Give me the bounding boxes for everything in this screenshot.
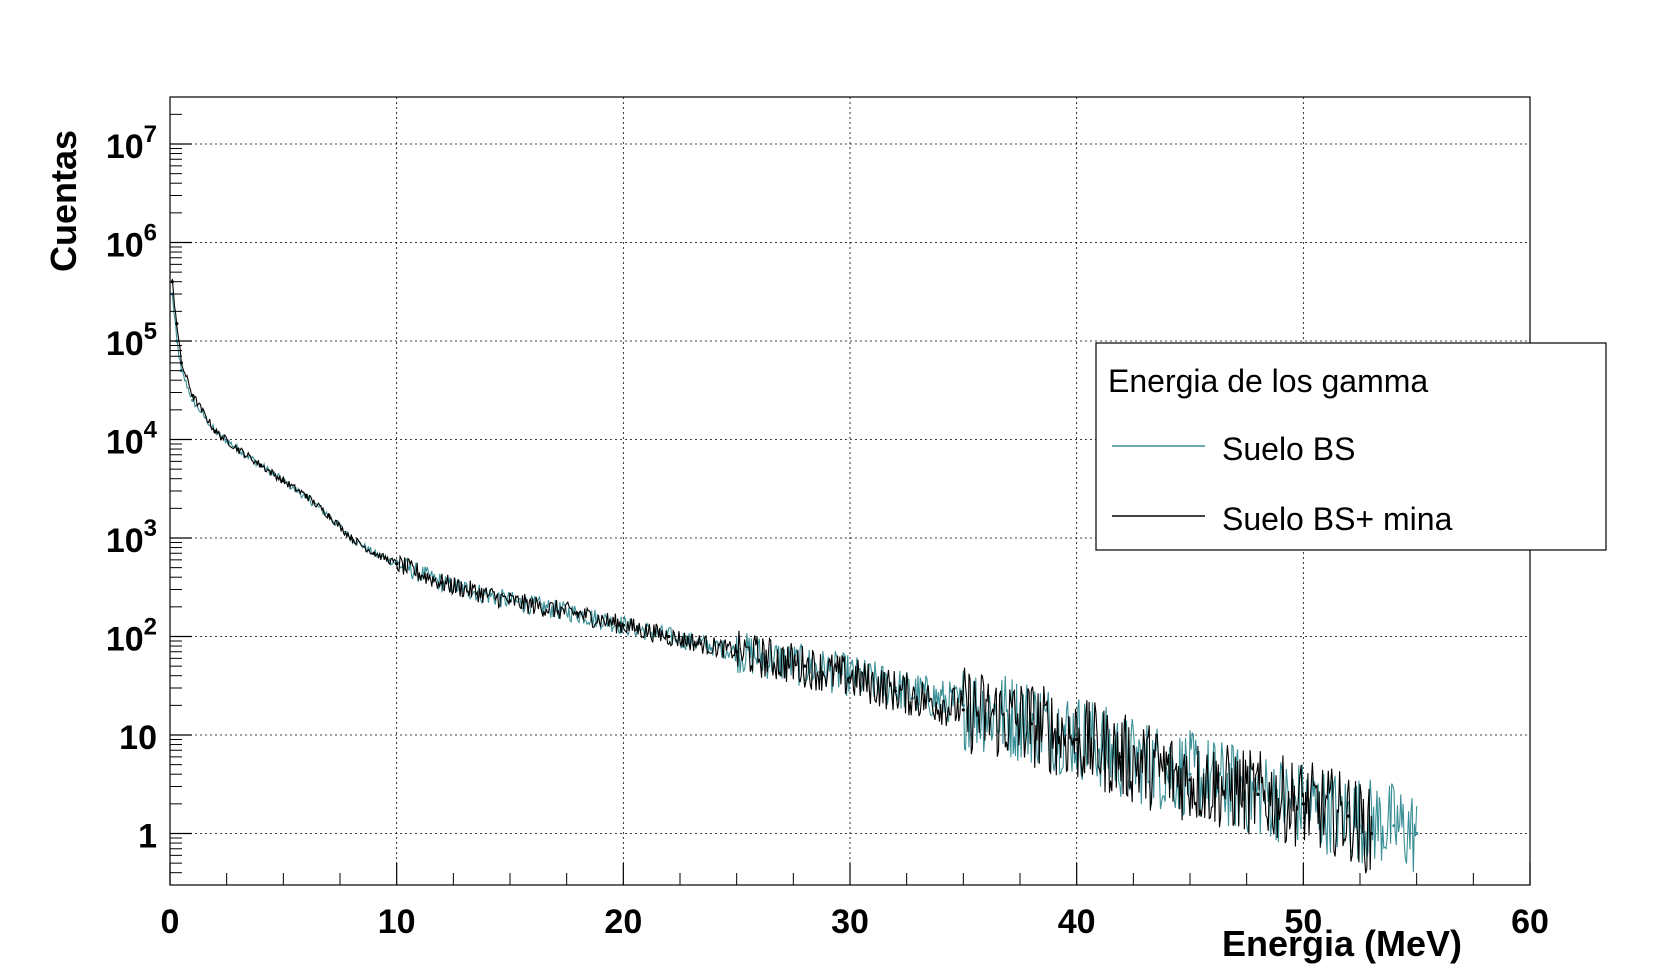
x-tick-labels: 0 10 20 30 40 50 60 [161, 903, 1549, 941]
legend-title: Energia de los gamma [1108, 363, 1428, 399]
series-layer [170, 278, 1419, 874]
x-tick-label: 20 [604, 903, 642, 941]
y-tick-label: 107 [106, 121, 157, 166]
data-point [1256, 792, 1260, 796]
data-point [508, 599, 512, 603]
data-point [349, 536, 353, 540]
data-point [1188, 778, 1192, 782]
x-tick-label: 0 [161, 903, 180, 941]
data-point [1029, 722, 1033, 726]
data-point [213, 430, 217, 434]
data-point [440, 581, 444, 585]
legend-label-suelo-bs-mina: Suelo BS+ mina [1222, 501, 1453, 537]
x-tick-label: 30 [831, 903, 869, 941]
data-point [803, 664, 807, 668]
data-point [259, 463, 263, 467]
data-point [576, 612, 580, 616]
y-axis-label: Cuentas [43, 130, 84, 272]
data-point [372, 551, 376, 555]
x-tick-label: 40 [1058, 903, 1096, 941]
axis-ticks [169, 96, 1531, 886]
data-point [1301, 802, 1305, 806]
y-tick-label: 105 [106, 318, 157, 363]
x-tick-label: 60 [1511, 903, 1549, 941]
data-point [961, 708, 965, 712]
series-group [170, 278, 1373, 874]
x-axis-label: Energia (MeV) [1222, 923, 1462, 964]
data-point [1415, 831, 1419, 836]
data-point [395, 561, 399, 566]
data-point [893, 689, 897, 693]
data-point [848, 676, 852, 680]
data-point [327, 513, 331, 517]
y-tick-label: 104 [106, 416, 158, 461]
series-line [171, 278, 1372, 874]
data-point [236, 447, 240, 451]
data-point [1120, 755, 1124, 759]
data-point [304, 493, 308, 498]
y-tick-label: 102 [106, 613, 157, 658]
data-point [191, 393, 195, 398]
legend: Energia de los gamma Suelo BS Suelo BS+ … [1095, 342, 1607, 551]
y-tick-label: 103 [106, 515, 157, 560]
y-tick-label: 106 [106, 219, 157, 264]
data-point [1392, 824, 1396, 828]
x-tick-label: 50 [1284, 903, 1322, 941]
y-tick-label: 10 [119, 719, 157, 757]
data-point [621, 623, 625, 627]
y-tick-label: 1 [138, 817, 157, 855]
data-point [735, 650, 739, 654]
data-point [1075, 737, 1079, 742]
data-point [667, 634, 671, 639]
x-tick-label: 10 [378, 903, 416, 941]
legend-label-suelo-bs: Suelo BS [1222, 431, 1355, 467]
data-point [1347, 814, 1351, 818]
data-point [175, 322, 179, 326]
data-point [281, 479, 285, 483]
data-point [1188, 772, 1192, 776]
data-point [1369, 831, 1373, 836]
